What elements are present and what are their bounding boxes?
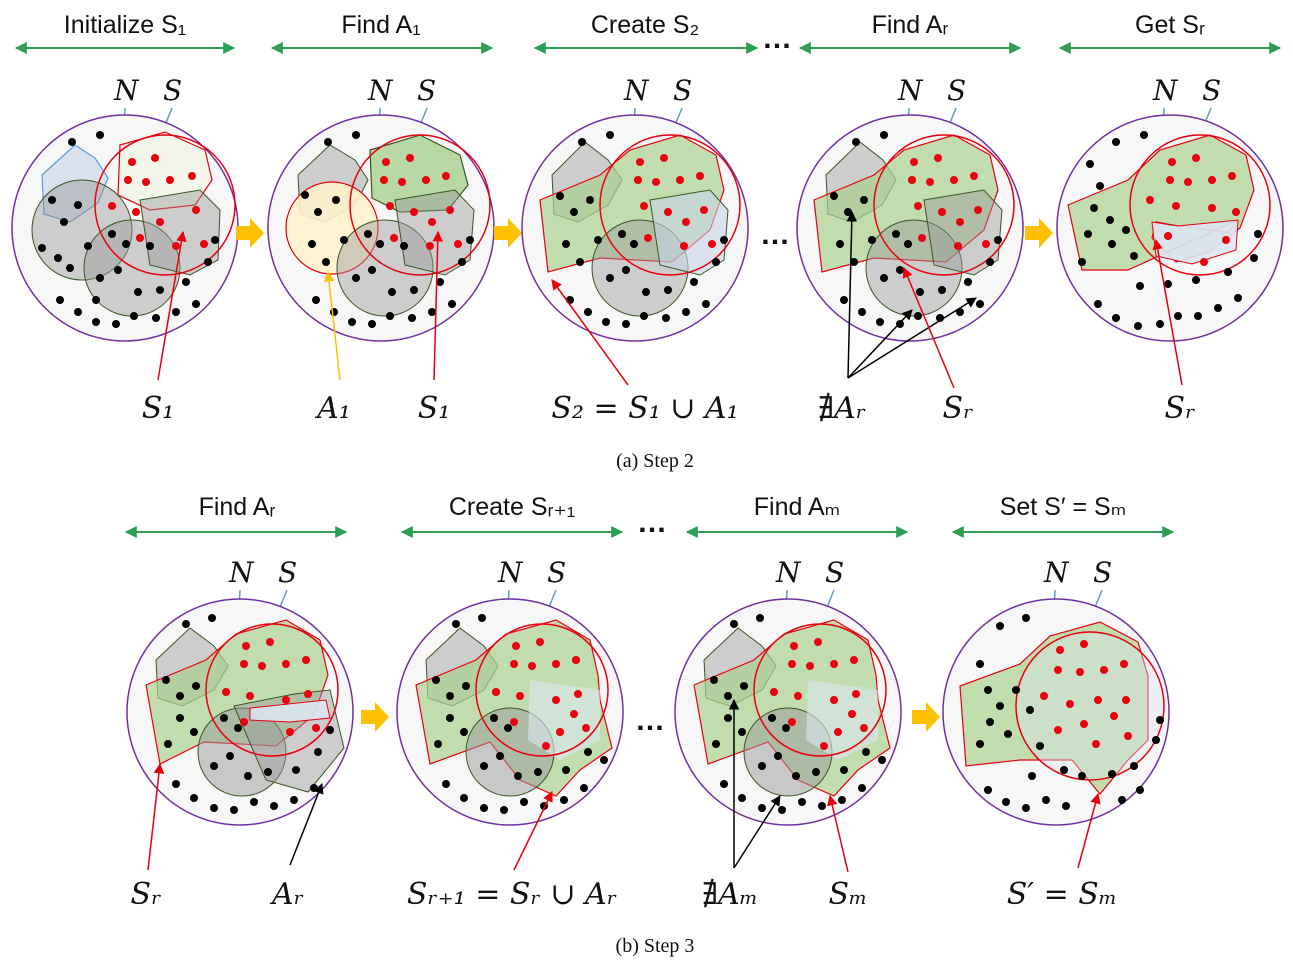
bottom-label: S₂ = S₁ ∪ A₁ xyxy=(551,391,738,426)
label-n: N xyxy=(775,556,802,589)
label-n: N xyxy=(897,74,924,107)
flow-arrow xyxy=(361,702,389,732)
panel-header: Find Aₘ xyxy=(754,493,840,521)
label-s: S xyxy=(1202,74,1221,107)
caption: (a) Step 2 xyxy=(616,450,694,472)
panel-header: Get Sᵣ xyxy=(1135,11,1205,39)
bottom-label: Sₘ xyxy=(829,877,868,912)
panel-header: Find Aᵣ xyxy=(872,11,949,39)
bottom-label: Sᵣ xyxy=(131,877,162,912)
label-s: S xyxy=(547,556,566,589)
label-s: S xyxy=(673,74,692,107)
label-s: S xyxy=(947,74,966,107)
step3-row: Find Aᵣ N S xyxy=(126,493,1173,957)
step3-panel-1: Find Aᵣ N S xyxy=(126,493,353,912)
step2-panel-5: Get Sᵣ N S Sᵣ xyxy=(1057,11,1283,426)
bottom-label: S₁ xyxy=(142,391,175,426)
panel-header: Set S′ = Sₘ xyxy=(1000,493,1127,521)
label-n: N xyxy=(1043,556,1070,589)
step2-row: Initialize S₁ N S xyxy=(12,11,1283,472)
label-s: S xyxy=(417,74,436,107)
bottom-label: Sᵣ xyxy=(1165,391,1196,426)
label-n: N xyxy=(367,74,394,107)
flow-arrow xyxy=(912,702,940,732)
label-n: N xyxy=(623,74,650,107)
ellipsis: … xyxy=(637,506,667,539)
step3-panel-3: Find Aₘ N S xyxy=(675,493,907,912)
label-s: S xyxy=(1093,556,1112,589)
bottom-label: A₁ xyxy=(314,391,351,426)
flow-arrow xyxy=(1025,218,1053,248)
panel-header: Create Sᵣ₊₁ xyxy=(449,493,575,521)
bottom-label: Sᵣ xyxy=(943,391,974,426)
step2-panel-4: Find Aᵣ N S xyxy=(797,11,1023,426)
bottom-label: S₁ xyxy=(418,391,451,426)
step2-panel-1: Initialize S₁ N S xyxy=(12,11,238,426)
flow-arrow xyxy=(494,218,522,248)
bottom-label: Aᵣ xyxy=(269,877,304,912)
bottom-label: Sᵣ₊₁ = Sᵣ ∪ Aᵣ xyxy=(407,877,617,912)
bottom-label: S′ = Sₘ xyxy=(1007,877,1118,912)
label-n: N xyxy=(1152,74,1179,107)
step2-panel-2: Find A₁ N S xyxy=(268,11,494,426)
panel-header: Create S₂ xyxy=(591,11,699,39)
ellipsis: … xyxy=(762,22,792,55)
panel-header: Find Aᵣ xyxy=(199,493,276,521)
step3-panel-2: Create Sᵣ₊₁ N S xyxy=(397,493,623,912)
label-n: N xyxy=(228,556,255,589)
label-s: S xyxy=(163,74,182,107)
panel-header: Find A₁ xyxy=(341,11,420,39)
bottom-label: ∄Aᵣ xyxy=(818,391,866,426)
s-circle xyxy=(1016,632,1164,780)
bottom-label: ∄Aₘ xyxy=(702,877,758,912)
label-n: N xyxy=(113,74,140,107)
label-s: S xyxy=(825,556,844,589)
step3-panel-4: Set S′ = Sₘ N S S′ = Sₘ xyxy=(943,493,1173,912)
label-s: S xyxy=(278,556,297,589)
flow-arrow xyxy=(236,218,264,248)
step2-panel-3: Create S₂ N S xyxy=(522,11,757,426)
caption: (b) Step 3 xyxy=(616,935,695,957)
ellipsis: … xyxy=(760,218,790,251)
panel-header: Initialize S₁ xyxy=(64,11,186,39)
ellipsis: … xyxy=(635,704,665,737)
label-n: N xyxy=(497,556,524,589)
